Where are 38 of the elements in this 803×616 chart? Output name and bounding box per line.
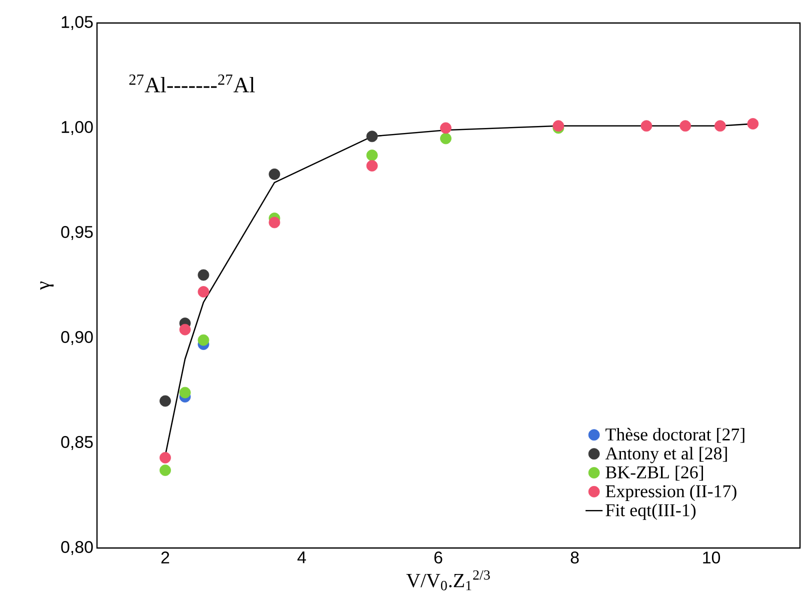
y-tick-label: 1,00 <box>62 121 93 135</box>
y-tick-label: 0,85 <box>61 436 93 450</box>
point <box>366 130 378 142</box>
x-tick-label: 10 <box>703 552 720 564</box>
point <box>160 452 171 464</box>
point <box>160 395 171 407</box>
x-tick-label: 2 <box>161 552 170 564</box>
x-tick-label: 4 <box>297 552 306 564</box>
point <box>366 160 378 172</box>
point <box>640 120 652 132</box>
y-tick-label: 0,95 <box>61 226 93 240</box>
point <box>198 269 210 281</box>
point <box>680 120 692 132</box>
point <box>179 386 191 398</box>
point <box>198 286 210 298</box>
x-tick-label: 6 <box>434 552 442 564</box>
y-tick-label: 0,90 <box>61 331 93 345</box>
y-tick-label: 0,80 <box>61 541 93 555</box>
x-tick-label: 8 <box>570 552 579 564</box>
point <box>198 334 210 346</box>
point <box>714 120 726 132</box>
x-axis-title: V/V$_{0}$.Z$_{1}$2/3 <box>406 570 490 590</box>
y-tick-label: 1,05 <box>62 16 93 30</box>
point <box>440 122 452 134</box>
point <box>440 132 452 144</box>
legend-label: Fit eqt(III-1) <box>606 504 696 520</box>
legend-label: Expression (II-17) <box>606 484 736 501</box>
legend-label: BK-ZBL [26] <box>606 466 703 481</box>
point <box>747 118 759 130</box>
point <box>160 464 171 476</box>
y-axis-title: γ <box>40 282 54 290</box>
legend-label: Antony et al [28] <box>605 446 727 464</box>
annotation: $^{27}$Al-------$^{27}$Al <box>129 74 255 92</box>
point <box>179 324 191 336</box>
point <box>268 168 280 180</box>
point <box>366 150 378 161</box>
legend-label: Thèse doctorat [27] <box>606 428 744 443</box>
point <box>268 216 280 228</box>
